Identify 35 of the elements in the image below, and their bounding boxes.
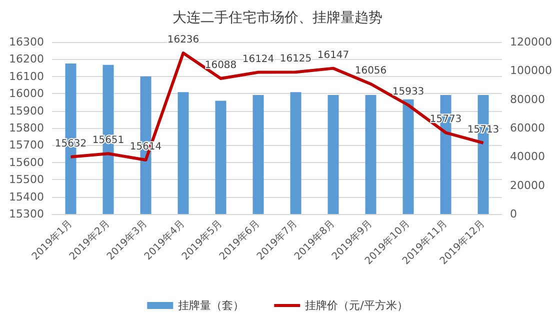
y2-tick-label: 20000	[510, 178, 546, 192]
chart-title: 大连二手住宅市场价、挂牌量趋势	[172, 10, 382, 26]
legend-label: 挂牌价（元/平方米）	[305, 299, 408, 312]
y-tick-label: 15800	[9, 122, 44, 134]
legend-label: 挂牌量（套）	[178, 299, 244, 312]
y-tick-label: 16300	[9, 36, 44, 48]
data-label: 16088	[204, 60, 237, 71]
data-label: 16125	[280, 54, 312, 65]
y2-tick-label: 60000	[510, 122, 546, 134]
data-label: 16124	[242, 54, 274, 65]
y2-tick-label: 0	[510, 208, 518, 220]
bar	[215, 100, 226, 214]
y-tick-label: 16100	[9, 70, 44, 83]
bar	[252, 95, 264, 214]
y-tick-label: 15500	[9, 173, 44, 186]
y-tick-label: 15900	[9, 104, 44, 118]
y-tick-label: 16200	[9, 52, 44, 66]
y2-tick-label: 80000	[510, 92, 546, 106]
bar	[290, 92, 302, 214]
y-tick-label: 15700	[9, 138, 44, 152]
bar	[328, 95, 339, 214]
bar	[365, 95, 376, 214]
y2-tick-label: 120000	[510, 36, 552, 48]
data-label: 15933	[392, 86, 424, 98]
y-tick-label: 15600	[9, 156, 44, 169]
data-label: 16147	[317, 50, 350, 61]
bar	[178, 92, 189, 214]
data-label: 16056	[354, 65, 387, 76]
bar	[402, 99, 414, 214]
y-tick-label: 15300	[9, 208, 44, 220]
y2-tick-label: 100000	[510, 64, 552, 78]
y-tick-label: 16000	[9, 87, 44, 100]
y2-tick-label: 40000	[510, 150, 546, 164]
y-tick-label: 15400	[9, 190, 44, 204]
data-label: 16236	[167, 34, 200, 46]
